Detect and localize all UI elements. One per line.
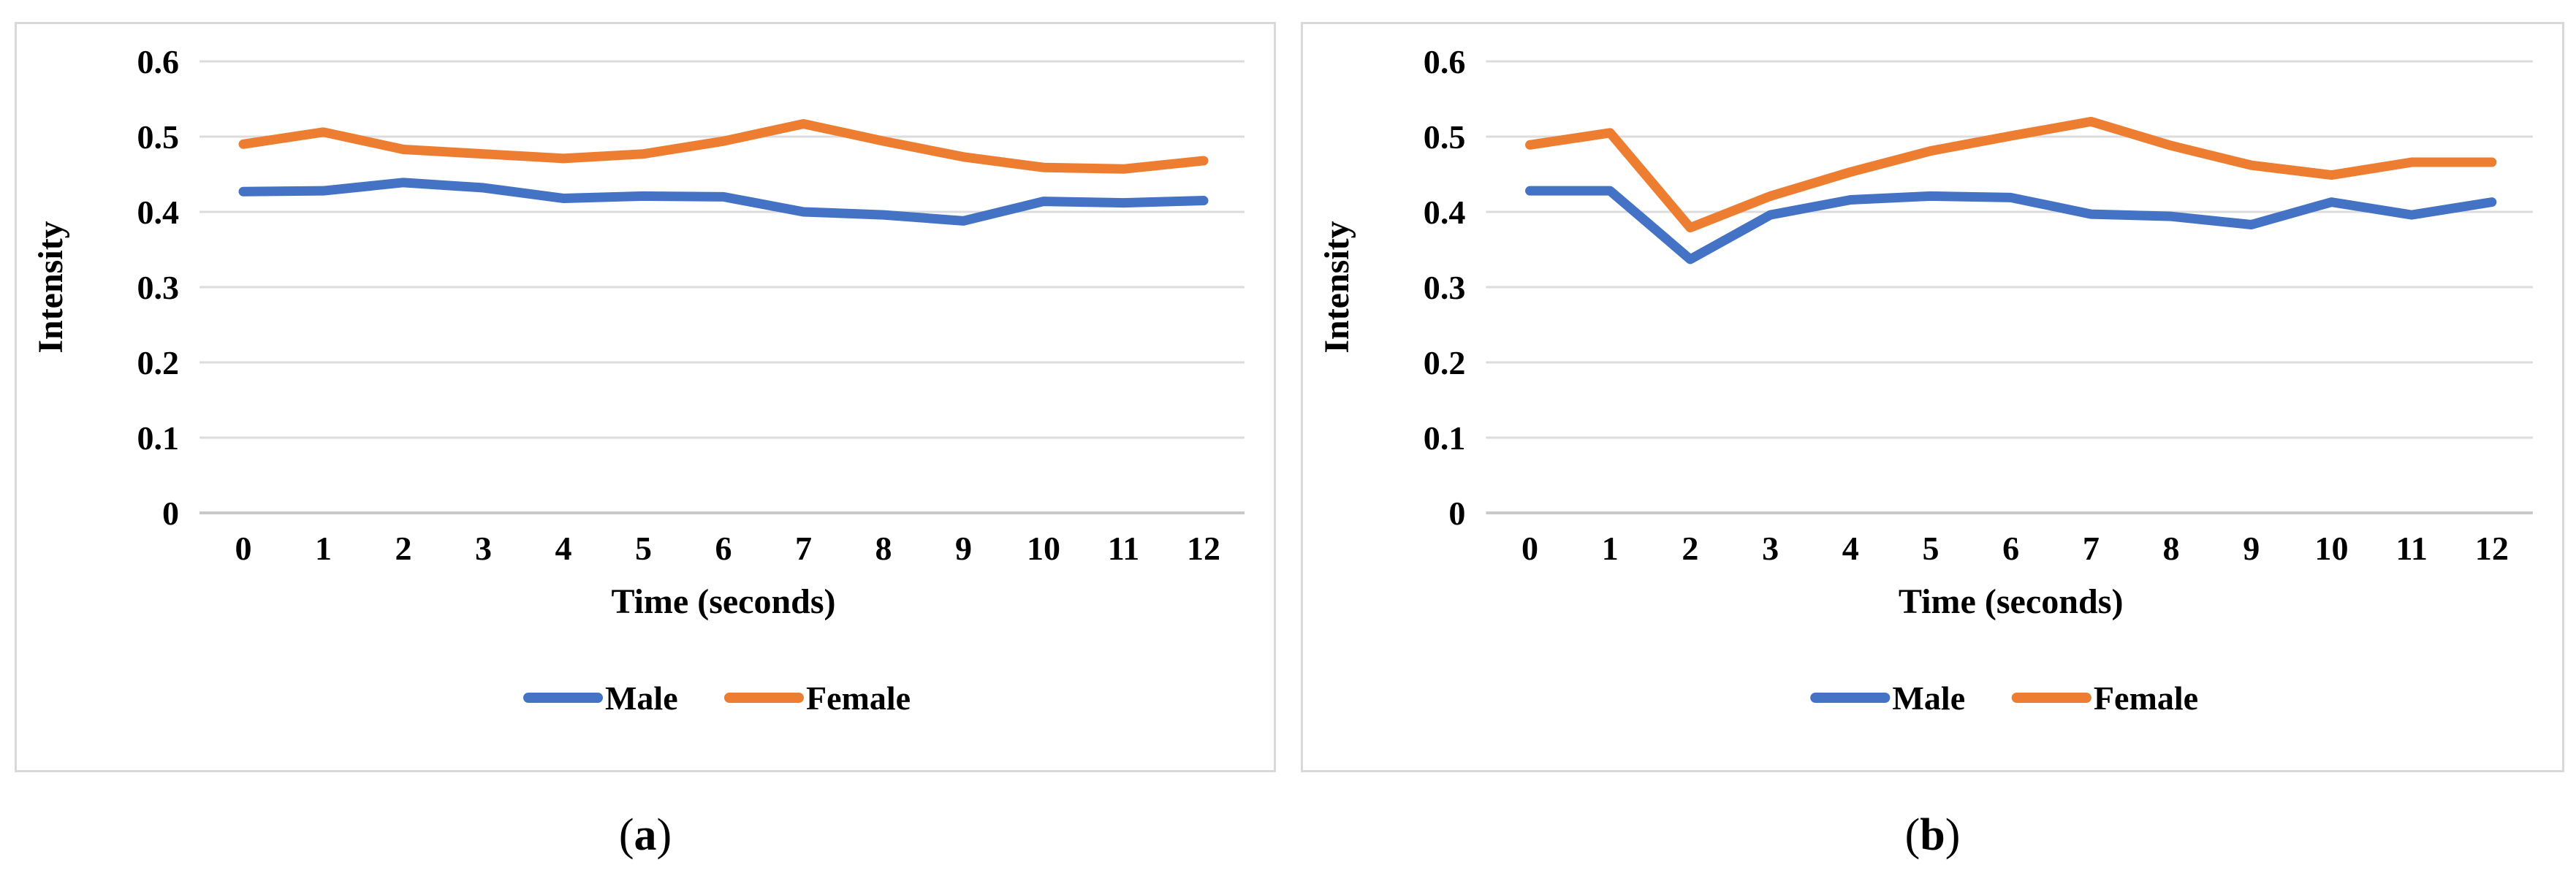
y-tick-label: 0.6 — [137, 43, 180, 80]
x-tick-label: 12 — [1187, 530, 1220, 567]
x-tick-label: 10 — [2314, 530, 2348, 567]
plot-area-a: 00.10.20.30.40.50.60 1 2 3 4 5 6 7 8 9 10 11 12 — [137, 43, 1245, 567]
x-tick-label: 0 — [235, 530, 252, 567]
y-tick-label: 0.2 — [1424, 344, 1466, 381]
legend: Male Female — [1810, 679, 2198, 717]
caption-a-open: ( — [618, 810, 634, 860]
x-axis-title: Time (seconds) — [611, 582, 835, 621]
x-tick-label: 6 — [715, 530, 732, 567]
x-tick-label: 11 — [1108, 530, 1139, 567]
y-tick-label: 0.5 — [1424, 118, 1466, 156]
y-axis-title: Intensity — [1318, 221, 1356, 353]
legend-female-label: Female — [806, 679, 911, 717]
y-tick-label: 0.1 — [1424, 419, 1466, 457]
caption-b-letter: b — [1920, 810, 1945, 860]
caption-a-close: ) — [656, 810, 672, 860]
x-tick-label: 12 — [2475, 530, 2509, 567]
chart-a: 00.10.20.30.40.50.60 1 2 3 4 5 6 7 8 9 10 11 12 Inte… — [31, 43, 1245, 717]
x-tick-label: 3 — [475, 530, 492, 567]
x-tick-label: 2 — [1682, 530, 1698, 567]
legend: Male Female — [523, 679, 911, 717]
y-tick-label: 0 — [162, 495, 179, 532]
legend-female-label: Female — [2094, 679, 2198, 717]
x-tick-label: 2 — [395, 530, 412, 567]
x-tick-label: 1 — [315, 530, 332, 567]
caption-b-close: ) — [1945, 810, 1961, 860]
caption-b: (b) — [1301, 802, 2564, 868]
series-line-male — [1525, 186, 2497, 264]
x-tick-label: 5 — [635, 530, 652, 567]
x-tick-label: 7 — [2083, 530, 2100, 567]
y-tick-label: 0.3 — [137, 269, 180, 306]
y-axis-title: Intensity — [31, 221, 70, 353]
legend-male-label: Male — [605, 679, 678, 717]
x-tick-label: 3 — [1762, 530, 1779, 567]
x-tick-label: 8 — [2163, 530, 2180, 567]
x-tick-label: 0 — [1521, 530, 1538, 567]
x-tick-label: 4 — [1842, 530, 1859, 567]
caption-a: (a) — [15, 802, 1276, 868]
y-tick-label: 0.2 — [137, 344, 180, 381]
chart-panel-a: 0 0.1 0.2 0.3 0.4 0.5 0.6 0 1 2 3 4 5 6 7 8 9 10 11 12 Inte… — [15, 22, 1276, 772]
chart-panel-b: 0 0.1 0.2 0.3 0.4 0.5 0.6 0 1 2 3 4 5 6 7 8 9 10 11 12 Inte… — [1301, 22, 2564, 772]
chart-b: 00.10.20.30.40.50.60 1 2 3 4 5 6 7 8 9 10 11 12 Inte… — [1318, 43, 2533, 717]
x-axis-title: Time (seconds) — [1899, 582, 2124, 621]
x-tick-label: 9 — [2243, 530, 2260, 567]
y-tick-label: 0.4 — [1424, 194, 1466, 231]
x-tick-label: 9 — [955, 530, 972, 567]
x-tick-label: 10 — [1027, 530, 1060, 567]
y-tick-label: 0.5 — [137, 118, 180, 156]
series-line-male — [238, 178, 1209, 226]
legend-male-label: Male — [1892, 679, 1965, 717]
x-tick-label: 5 — [1922, 530, 1939, 567]
caption-a-letter: a — [634, 810, 657, 860]
plot-area-b: 00.10.20.30.40.50.60 1 2 3 4 5 6 7 8 9 10 11 12 — [1424, 43, 2533, 567]
x-tick-label: 8 — [875, 530, 892, 567]
y-tick-label: 0 — [1448, 495, 1465, 532]
y-tick-label: 0.4 — [137, 194, 180, 231]
x-tick-label: 1 — [1602, 530, 1619, 567]
series-line-female — [1525, 116, 2497, 233]
series-line-female — [238, 118, 1209, 174]
x-tick-label: 4 — [555, 530, 572, 567]
caption-b-open: ( — [1904, 810, 1920, 860]
y-tick-label: 0.6 — [1424, 43, 1466, 80]
x-tick-label: 6 — [2002, 530, 2019, 567]
x-tick-label: 11 — [2395, 530, 2428, 567]
x-tick-label: 7 — [795, 530, 812, 567]
y-tick-label: 0.3 — [1424, 269, 1466, 306]
y-tick-label: 0.1 — [137, 419, 180, 457]
